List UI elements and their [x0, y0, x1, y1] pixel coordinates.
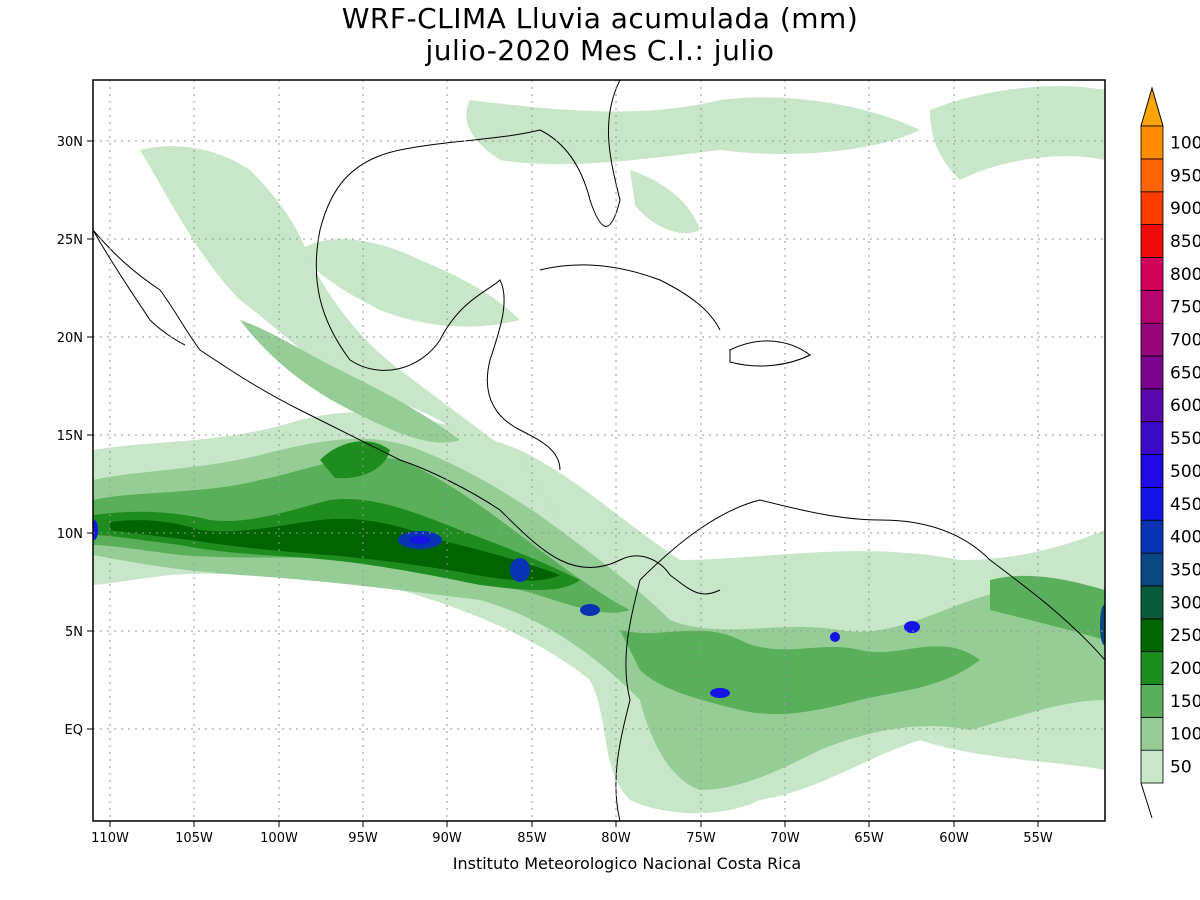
colorbar-label: 200 — [1170, 659, 1200, 679]
x-tick-label: 55W — [1023, 831, 1053, 846]
colorbar-swatch — [1140, 322, 1164, 357]
rain-band-east-light — [466, 97, 920, 165]
map-subtitle: julio-2020 Mes C.I.: julio — [425, 34, 775, 67]
colorbar-upper-arrow — [1140, 86, 1164, 127]
coastline-us-gulf — [319, 80, 621, 231]
rain-cell-blue — [830, 632, 840, 642]
rain-band-gulf-light — [300, 239, 520, 327]
x-tick-label: 60W — [939, 831, 969, 846]
rain-cell-blue — [580, 604, 600, 616]
rain-band-mexico-light — [140, 146, 560, 520]
x-tick-label: 85W — [517, 831, 547, 846]
colorbar-swatch — [1140, 158, 1164, 193]
colorbar-label: 950 — [1170, 166, 1200, 186]
colorbar-swatch — [1140, 256, 1164, 291]
y-tick-label: 30N — [57, 135, 83, 150]
rain-cell-blue — [410, 536, 430, 544]
colorbar-label: 900 — [1170, 199, 1200, 219]
colorbar-swatch — [1140, 388, 1164, 423]
colorbar-swatch — [1140, 684, 1164, 718]
rain-band-caribbean-light — [630, 170, 700, 234]
rain-cell-blue — [510, 558, 530, 582]
colorbar-label: 800 — [1170, 265, 1200, 285]
x-tick-label: 90W — [432, 831, 462, 846]
tick-marks — [87, 140, 1039, 827]
colorbar-swatch — [1140, 289, 1164, 324]
colorbar-swatch — [1140, 191, 1164, 225]
coastline-sa-pacific — [615, 579, 641, 821]
x-tick-label: 105W — [175, 831, 213, 846]
colorbar-swatch — [1140, 125, 1164, 160]
x-tick-label: 100W — [260, 831, 298, 846]
coastline-mexico-pacific — [93, 229, 721, 595]
colorbar-swatch — [1140, 486, 1164, 521]
colorbar-swatch — [1140, 224, 1164, 258]
x-tick-label: 95W — [348, 831, 378, 846]
rain-cell-blue — [93, 520, 98, 540]
y-tick-label: 10N — [57, 527, 83, 542]
colorbar-label: 250 — [1170, 626, 1200, 646]
colorbar-lower-tail — [1140, 782, 1153, 819]
coastline-south-america — [639, 499, 1105, 661]
colorbar-label: 450 — [1170, 495, 1200, 515]
colorbar-label: 750 — [1170, 298, 1200, 318]
colorbar-label: 850 — [1170, 232, 1200, 252]
rain-cell-pacific-dark — [320, 441, 390, 479]
x-tick-label: 65W — [854, 831, 884, 846]
colorbar-label: 650 — [1170, 363, 1200, 383]
colorbar-label: 1000 — [1170, 133, 1200, 153]
coastline-gulf-mexico — [315, 229, 561, 471]
coastlines — [93, 80, 1105, 821]
colorbar-label: 400 — [1170, 528, 1200, 548]
credit-text: Instituto Meteorologico Nacional Costa R… — [453, 854, 801, 873]
colorbar-label: 500 — [1170, 462, 1200, 482]
colorbar-label: 550 — [1170, 429, 1200, 449]
rain-band-atlantic-light — [930, 86, 1105, 180]
rain-cell-blue — [710, 688, 730, 698]
colorbar-swatch — [1140, 585, 1164, 620]
colorbar-label: 100 — [1170, 725, 1200, 745]
colorbar-swatch — [1140, 618, 1164, 653]
y-tick-label: EQ — [65, 723, 83, 738]
colorbar-swatch — [1140, 454, 1164, 488]
x-tick-label: 70W — [770, 831, 800, 846]
y-tick-label: 25N — [57, 233, 83, 248]
colorbar-swatch — [1140, 651, 1164, 685]
colorbar-swatch — [1140, 421, 1164, 455]
y-tick-label: 5N — [65, 625, 83, 640]
map-title: WRF-CLIMA Lluvia acumulada (mm) — [341, 2, 859, 35]
colorbar-label: 600 — [1170, 396, 1200, 416]
rainfall-field — [93, 86, 1105, 814]
colorbar-label: 50 — [1170, 758, 1192, 778]
rain-cell-blue — [904, 621, 920, 633]
colorbar-label: 700 — [1170, 331, 1200, 351]
coastline-baja — [93, 229, 186, 346]
x-tick-label: 110W — [91, 831, 129, 846]
rain-band-sa-mid — [620, 630, 980, 715]
colorbar-swatch — [1140, 749, 1164, 784]
colorbar-swatch — [1140, 716, 1164, 751]
colorbar-label: 300 — [1170, 593, 1200, 613]
colorbar-label: 350 — [1170, 561, 1200, 581]
rain-band-mexico-medium — [240, 320, 460, 443]
rain-band-itcz-darkest — [110, 518, 560, 581]
x-tick-label: 80W — [601, 831, 631, 846]
colorbar-swatch — [1140, 552, 1164, 587]
colorbar-swatch — [1140, 519, 1164, 554]
colorbar-label: 150 — [1170, 692, 1200, 712]
graticule — [93, 80, 1105, 821]
x-tick-label: 75W — [686, 831, 716, 846]
coastline-cuba — [539, 264, 721, 331]
rain-band-east-mid — [990, 575, 1105, 640]
coastline-hispaniola — [729, 340, 811, 367]
y-tick-label: 15N — [57, 429, 83, 444]
y-tick-label: 20N — [57, 331, 83, 346]
colorbar-swatch — [1140, 355, 1164, 390]
map-frame — [92, 79, 1106, 822]
rain-cell-blue — [1100, 605, 1105, 645]
colorbar: 50 100 150 200 250 300 350 400 450 500 550 600 650 70… — [1140, 86, 1200, 819]
